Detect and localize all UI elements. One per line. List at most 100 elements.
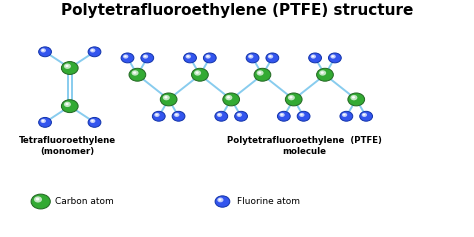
Circle shape xyxy=(65,65,69,67)
Circle shape xyxy=(183,53,196,63)
Circle shape xyxy=(174,113,180,117)
Circle shape xyxy=(328,53,341,63)
Circle shape xyxy=(62,100,78,113)
Circle shape xyxy=(237,113,242,117)
Circle shape xyxy=(65,103,69,105)
Circle shape xyxy=(88,47,101,57)
Circle shape xyxy=(42,120,44,122)
Circle shape xyxy=(143,55,148,59)
Circle shape xyxy=(42,49,44,51)
Circle shape xyxy=(141,53,154,63)
Circle shape xyxy=(215,111,228,121)
Circle shape xyxy=(343,114,346,116)
Circle shape xyxy=(348,93,365,106)
Circle shape xyxy=(279,113,285,117)
Circle shape xyxy=(227,96,230,99)
Circle shape xyxy=(254,68,271,81)
Circle shape xyxy=(34,196,42,203)
Circle shape xyxy=(363,114,365,116)
Circle shape xyxy=(310,55,316,59)
Circle shape xyxy=(124,55,127,57)
Circle shape xyxy=(238,114,240,116)
Circle shape xyxy=(187,55,189,57)
Circle shape xyxy=(196,71,199,74)
Circle shape xyxy=(129,68,146,81)
Circle shape xyxy=(350,95,357,100)
Circle shape xyxy=(223,93,239,106)
Circle shape xyxy=(301,114,303,116)
Circle shape xyxy=(155,114,158,116)
Circle shape xyxy=(249,55,252,57)
Circle shape xyxy=(317,68,333,81)
Circle shape xyxy=(164,96,167,99)
Circle shape xyxy=(331,55,334,57)
Circle shape xyxy=(297,111,310,121)
Circle shape xyxy=(319,70,326,76)
Circle shape xyxy=(41,119,46,123)
Circle shape xyxy=(163,95,170,100)
Circle shape xyxy=(235,111,247,121)
Circle shape xyxy=(152,111,165,121)
Circle shape xyxy=(91,49,93,51)
Circle shape xyxy=(330,55,336,59)
Circle shape xyxy=(258,71,261,74)
Circle shape xyxy=(62,62,78,74)
Circle shape xyxy=(36,198,39,201)
Circle shape xyxy=(248,55,254,59)
Text: Tetrafluoroethylene
(monomer): Tetrafluoroethylene (monomer) xyxy=(19,137,116,156)
Circle shape xyxy=(215,196,230,207)
Circle shape xyxy=(312,55,314,57)
Circle shape xyxy=(194,70,201,76)
Circle shape xyxy=(154,113,160,117)
Circle shape xyxy=(281,114,283,116)
Circle shape xyxy=(352,96,355,99)
Text: Carbon atom: Carbon atom xyxy=(55,197,114,206)
Circle shape xyxy=(309,53,321,63)
Circle shape xyxy=(288,95,295,100)
Circle shape xyxy=(31,194,50,209)
Circle shape xyxy=(205,55,211,59)
Circle shape xyxy=(219,199,221,201)
Circle shape xyxy=(90,48,95,52)
Circle shape xyxy=(123,55,128,59)
Circle shape xyxy=(266,53,279,63)
Circle shape xyxy=(217,198,223,202)
Circle shape xyxy=(340,111,353,121)
Circle shape xyxy=(320,71,324,74)
Circle shape xyxy=(64,102,71,107)
Circle shape xyxy=(160,93,177,106)
Circle shape xyxy=(90,119,95,123)
Circle shape xyxy=(41,48,46,52)
Circle shape xyxy=(289,96,292,99)
Circle shape xyxy=(277,111,290,121)
Circle shape xyxy=(132,70,138,76)
Circle shape xyxy=(268,55,273,59)
Text: Polytetrafluoroethylene (PTFE) structure: Polytetrafluoroethylene (PTFE) structure xyxy=(61,4,413,18)
Circle shape xyxy=(256,70,264,76)
Circle shape xyxy=(144,55,146,57)
Circle shape xyxy=(88,118,101,127)
Circle shape xyxy=(185,55,191,59)
Circle shape xyxy=(360,111,373,121)
Circle shape xyxy=(225,95,232,100)
Circle shape xyxy=(342,113,347,117)
Circle shape xyxy=(246,53,259,63)
Circle shape xyxy=(269,55,272,57)
Circle shape xyxy=(203,53,216,63)
Circle shape xyxy=(91,120,93,122)
Circle shape xyxy=(39,118,52,127)
Circle shape xyxy=(218,114,220,116)
Circle shape xyxy=(121,53,134,63)
Circle shape xyxy=(285,93,302,106)
Circle shape xyxy=(172,111,185,121)
Circle shape xyxy=(39,47,52,57)
Circle shape xyxy=(133,71,136,74)
Circle shape xyxy=(191,68,208,81)
Circle shape xyxy=(299,113,304,117)
Text: Polytetrafluoroethylene  (PTFE)
molecule: Polytetrafluoroethylene (PTFE) molecule xyxy=(227,137,382,156)
Circle shape xyxy=(175,114,178,116)
Circle shape xyxy=(64,64,71,69)
Circle shape xyxy=(207,55,209,57)
Circle shape xyxy=(362,113,367,117)
Text: Fluorine atom: Fluorine atom xyxy=(237,197,300,206)
